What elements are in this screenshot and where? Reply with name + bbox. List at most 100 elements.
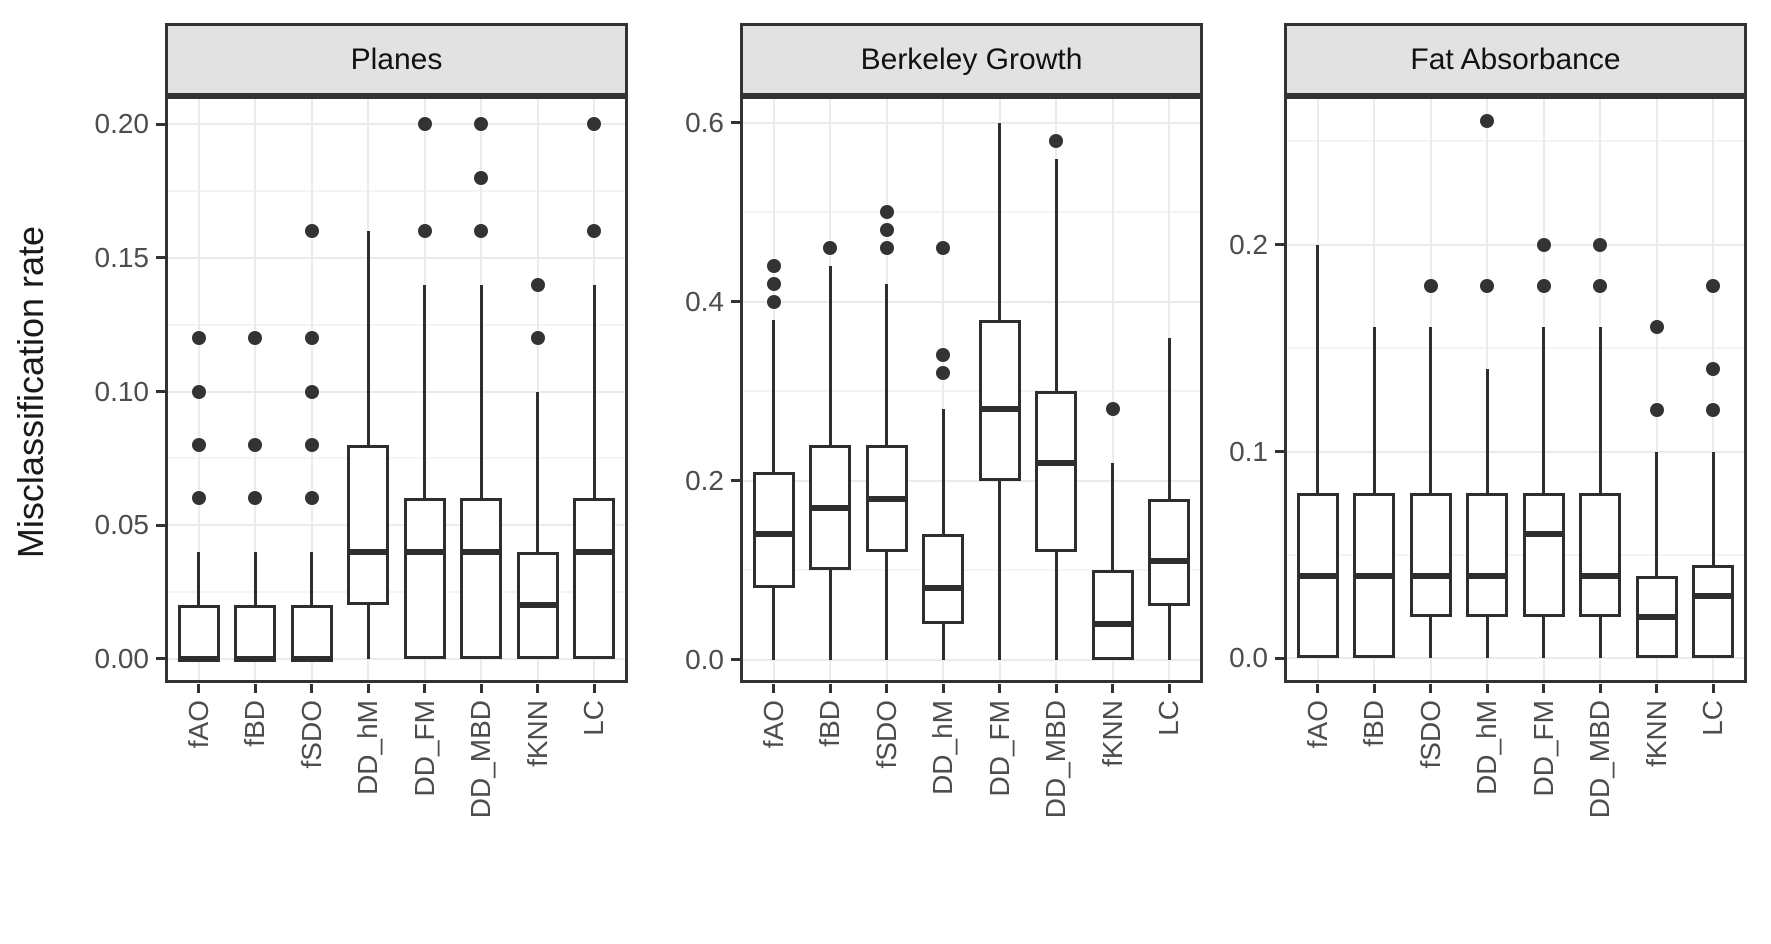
boxplot-lower-whisker bbox=[1054, 552, 1058, 660]
gridline-major-horizontal bbox=[168, 524, 625, 527]
gridline-major-horizontal bbox=[1287, 243, 1744, 246]
boxplot-box bbox=[1579, 492, 1622, 617]
x-tick bbox=[423, 684, 427, 693]
boxplot-box bbox=[403, 498, 446, 659]
x-tick bbox=[772, 684, 776, 693]
outlier-point bbox=[530, 277, 545, 292]
boxplot-box bbox=[1409, 492, 1452, 617]
gridline-major-horizontal bbox=[743, 479, 1200, 482]
boxplot-box bbox=[1148, 498, 1191, 607]
x-tick bbox=[1316, 684, 1320, 693]
boxplot-median bbox=[403, 548, 446, 555]
boxplot-median bbox=[1522, 531, 1565, 538]
boxplot-median bbox=[922, 585, 965, 592]
x-category-label: fAO bbox=[1301, 700, 1333, 749]
boxplot-lower-whisker bbox=[998, 480, 1002, 660]
x-category-label: fKNN bbox=[521, 700, 553, 767]
y-tick bbox=[731, 300, 740, 304]
boxplot-lower-whisker bbox=[1485, 616, 1489, 659]
y-tick-label: 0.0 bbox=[685, 643, 724, 675]
boxplot-box bbox=[922, 534, 965, 624]
boxplot-box bbox=[290, 605, 333, 659]
boxplot-median bbox=[1409, 572, 1452, 579]
boxplot-median bbox=[1296, 572, 1339, 579]
boxplot-box bbox=[1091, 570, 1134, 660]
gridline-minor-horizontal bbox=[168, 457, 625, 460]
outlier-point bbox=[1536, 237, 1551, 252]
outlier-point bbox=[936, 241, 951, 256]
boxplot-upper-whisker bbox=[1054, 158, 1058, 392]
x-tick bbox=[941, 684, 945, 693]
boxplot-upper-whisker bbox=[1655, 451, 1659, 576]
boxplot-upper-whisker bbox=[1111, 462, 1115, 571]
outlier-point bbox=[879, 241, 894, 256]
boxplot-box bbox=[1035, 391, 1078, 553]
x-tick bbox=[479, 684, 483, 693]
boxplot-upper-whisker bbox=[1372, 327, 1376, 493]
facet-strip-fat-absorbance: Fat Absorbance bbox=[1284, 23, 1747, 96]
gridline-major-horizontal bbox=[743, 121, 1200, 124]
outlier-point bbox=[879, 223, 894, 238]
outlier-point bbox=[1105, 402, 1120, 417]
outlier-point bbox=[879, 205, 894, 220]
x-category-label: DD_hM bbox=[1471, 700, 1503, 795]
x-category-label: DD_MBD bbox=[1584, 700, 1616, 819]
outlier-point bbox=[248, 491, 263, 506]
y-tick bbox=[156, 390, 165, 393]
x-tick bbox=[1054, 684, 1058, 693]
boxplot-upper-whisker bbox=[479, 284, 483, 499]
x-category-label: fAO bbox=[757, 700, 789, 749]
y-tick bbox=[156, 256, 165, 260]
x-category-label: fSDO bbox=[870, 700, 902, 769]
x-category-label: LC bbox=[578, 700, 610, 736]
x-tick bbox=[1711, 684, 1715, 693]
outlier-point bbox=[474, 224, 489, 239]
y-tick-label: 0.05 bbox=[94, 509, 150, 541]
outlier-point bbox=[587, 117, 602, 132]
boxplot-median bbox=[177, 655, 220, 662]
boxplot-upper-whisker bbox=[941, 409, 945, 535]
boxplot-upper-whisker bbox=[536, 391, 540, 552]
gridline-minor-horizontal bbox=[168, 591, 625, 594]
boxplot-median bbox=[809, 504, 852, 511]
y-tick-label: 0.10 bbox=[94, 375, 150, 407]
boxplot-upper-whisker bbox=[197, 551, 201, 606]
outlier-point bbox=[1480, 279, 1495, 294]
gridline-minor-horizontal bbox=[743, 569, 1200, 572]
outlier-point bbox=[1706, 361, 1721, 376]
boxplot-upper-whisker bbox=[1485, 368, 1489, 493]
y-tick-label: 0.00 bbox=[94, 642, 150, 674]
boxplot-lower-whisker bbox=[941, 623, 945, 660]
x-category-label: DD_FM bbox=[983, 700, 1015, 797]
x-tick bbox=[1167, 684, 1171, 693]
x-tick bbox=[1655, 684, 1659, 693]
boxplot-median bbox=[1466, 572, 1509, 579]
gridline-major-vertical bbox=[1655, 99, 1658, 680]
outlier-point bbox=[766, 259, 781, 273]
gridline-major-vertical bbox=[1712, 99, 1715, 680]
boxplot-box bbox=[978, 319, 1021, 481]
gridline-major-vertical bbox=[1111, 99, 1114, 680]
x-category-label: DD_FM bbox=[408, 700, 440, 797]
boxplot-median bbox=[516, 602, 559, 609]
boxplot-upper-whisker bbox=[1711, 451, 1715, 566]
outlier-point bbox=[1480, 113, 1495, 128]
facet-strip-label: Berkeley Growth bbox=[860, 42, 1083, 76]
x-category-label: fBD bbox=[814, 700, 846, 747]
y-tick-label: 0.0 bbox=[1229, 642, 1268, 674]
x-category-label: DD_MBD bbox=[1040, 700, 1072, 819]
boxplot-box bbox=[460, 498, 503, 659]
boxplot-box bbox=[177, 605, 220, 659]
boxplot-median bbox=[978, 406, 1021, 413]
y-tick bbox=[731, 658, 740, 662]
gridline-major-horizontal bbox=[743, 658, 1200, 661]
y-tick bbox=[156, 523, 165, 527]
facet-strip-label: Planes bbox=[350, 42, 443, 76]
boxplot-upper-whisker bbox=[1167, 337, 1171, 499]
boxplot-median bbox=[752, 531, 795, 538]
boxplot-median bbox=[234, 655, 277, 662]
x-category-label: LC bbox=[1153, 700, 1185, 736]
boxplot-median bbox=[290, 655, 333, 662]
y-tick bbox=[731, 479, 740, 483]
gridline-major-horizontal bbox=[1287, 450, 1744, 453]
